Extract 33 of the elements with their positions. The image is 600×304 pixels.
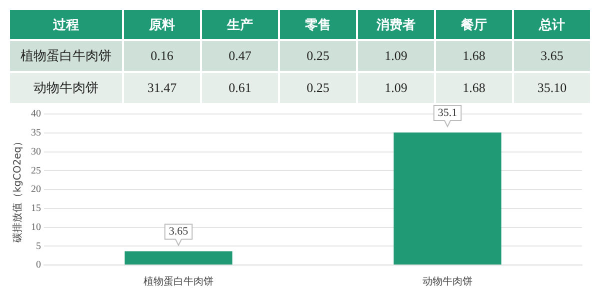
y-tick-label: 40 <box>31 108 41 120</box>
text: 1.68 <box>462 80 486 95</box>
y-tick-label: 10 <box>31 222 41 233</box>
category-label: 动物牛肉饼 <box>34 81 98 96</box>
category-label: 消费者 <box>357 9 435 40</box>
data-label: 35.1 <box>438 106 458 119</box>
category-label: 总计 <box>513 9 591 40</box>
text: 1.68 <box>462 48 486 63</box>
text: 1.09 <box>384 80 408 95</box>
category-label: 原料 <box>123 9 201 40</box>
data-label: 3.65 <box>168 226 189 238</box>
category-label: 零售 <box>279 9 357 40</box>
text: 0.25 <box>306 48 330 63</box>
text: 过程 <box>9 9 123 40</box>
y-tick-label: 30 <box>31 146 41 158</box>
category-label: 生产 <box>201 9 279 40</box>
text: 0.61 <box>228 80 252 95</box>
text: 0.16 <box>150 48 174 63</box>
y-tick-label: 0 <box>36 260 41 271</box>
y-axis-title: 碳排放值（kgCO2eq） <box>12 136 24 244</box>
y-tick-label: 5 <box>36 240 41 252</box>
text: 3.65 <box>540 48 564 63</box>
text: 35.10 <box>537 80 567 95</box>
text: 1.09 <box>384 48 408 63</box>
text: 0.25 <box>306 80 330 95</box>
text: 31.47 <box>147 80 177 95</box>
y-tick-label: 15 <box>31 203 41 214</box>
y-tick-label: 35 <box>31 128 41 138</box>
y-tick-label: 20 <box>31 184 41 196</box>
category-label: 植物蛋白牛肉饼 <box>20 49 112 64</box>
y-tick-label: 25 <box>31 165 41 176</box>
category-label: 餐厅 <box>435 9 513 40</box>
text: 0.47 <box>228 48 252 63</box>
